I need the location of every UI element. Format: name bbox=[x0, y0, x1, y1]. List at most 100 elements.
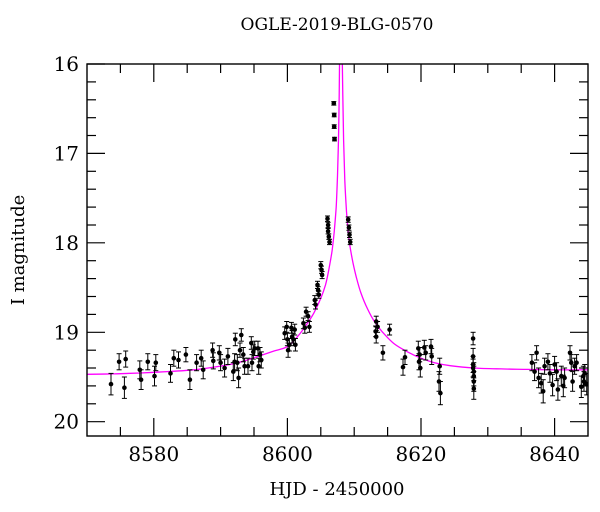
x-tick-label: 8620 bbox=[396, 442, 447, 466]
y-axis-label: I magnitude bbox=[8, 195, 29, 306]
data-point-marker bbox=[567, 350, 573, 356]
data-point bbox=[236, 367, 242, 389]
data-point bbox=[232, 332, 238, 347]
data-point-marker bbox=[153, 360, 159, 366]
data-point-marker bbox=[245, 363, 251, 369]
data-point-marker bbox=[471, 386, 477, 391]
data-point bbox=[572, 357, 578, 375]
data-point-marker bbox=[325, 216, 330, 221]
data-point-marker bbox=[584, 381, 588, 387]
data-point bbox=[417, 358, 423, 378]
data-point bbox=[325, 215, 330, 222]
data-point-marker bbox=[538, 380, 544, 386]
y-tick-label: 20 bbox=[54, 410, 79, 434]
data-point-marker bbox=[252, 346, 257, 351]
data-point-marker bbox=[540, 389, 546, 394]
data-point bbox=[200, 360, 206, 380]
data-point-marker bbox=[211, 358, 216, 364]
data-point-marker bbox=[346, 225, 352, 230]
data-point-marker bbox=[305, 313, 311, 319]
data-point-marker bbox=[256, 363, 262, 369]
data-point-marker bbox=[325, 222, 331, 228]
data-point bbox=[562, 367, 568, 389]
chart-title: OGLE-2019-BLG-0570 bbox=[241, 15, 434, 35]
data-point-marker bbox=[555, 387, 561, 392]
data-point bbox=[540, 379, 546, 404]
data-point-marker bbox=[318, 262, 324, 268]
data-point-marker bbox=[331, 124, 337, 129]
y-tick-label: 17 bbox=[54, 141, 79, 165]
x-axis-label: HJD - 2450000 bbox=[269, 479, 404, 500]
data-point-marker bbox=[534, 350, 539, 356]
data-point bbox=[555, 378, 561, 401]
data-point bbox=[570, 371, 576, 392]
data-point-marker bbox=[218, 360, 223, 366]
y-tick-label: 18 bbox=[54, 231, 79, 255]
data-point bbox=[375, 321, 381, 333]
data-point bbox=[238, 328, 244, 342]
data-point-marker bbox=[176, 357, 181, 363]
data-point-marker bbox=[233, 337, 238, 342]
data-point bbox=[331, 101, 337, 106]
data-point bbox=[429, 347, 435, 365]
data-point bbox=[471, 377, 477, 400]
data-point-marker bbox=[284, 324, 290, 330]
data-point-marker bbox=[123, 356, 128, 362]
data-point bbox=[292, 338, 298, 352]
data-point bbox=[218, 354, 224, 372]
data-point-marker bbox=[347, 239, 353, 245]
data-point-marker bbox=[347, 232, 352, 238]
data-point-marker bbox=[235, 360, 240, 366]
data-point bbox=[470, 331, 476, 346]
data-point-marker bbox=[249, 360, 255, 366]
data-point-marker bbox=[315, 287, 321, 293]
data-point bbox=[402, 349, 408, 365]
data-point-marker bbox=[307, 324, 312, 330]
data-point-marker bbox=[418, 365, 423, 371]
data-point-marker bbox=[380, 350, 386, 356]
data-point bbox=[121, 376, 127, 399]
data-point bbox=[123, 350, 129, 368]
data-point-marker bbox=[331, 101, 337, 106]
data-point bbox=[145, 353, 151, 371]
data-point-marker bbox=[217, 350, 222, 356]
data-point-marker bbox=[116, 359, 122, 365]
data-point bbox=[387, 323, 393, 336]
data-point-marker bbox=[325, 228, 331, 234]
data-point-marker bbox=[241, 352, 246, 357]
data-point bbox=[153, 354, 159, 372]
x-tick-label: 8640 bbox=[529, 442, 580, 466]
data-point-marker bbox=[423, 350, 429, 356]
data-point bbox=[187, 369, 193, 390]
data-point bbox=[222, 358, 228, 378]
data-point-marker bbox=[373, 334, 379, 340]
data-point bbox=[331, 124, 337, 129]
data-point bbox=[152, 365, 157, 387]
data-point-marker bbox=[345, 217, 351, 222]
data-point bbox=[437, 357, 443, 375]
data-point-marker bbox=[152, 373, 157, 379]
data-point-marker bbox=[122, 385, 127, 391]
data-point-marker bbox=[417, 352, 423, 357]
data-point-marker bbox=[562, 375, 567, 381]
data-point bbox=[534, 345, 540, 361]
data-point-marker bbox=[400, 364, 406, 370]
data-point bbox=[284, 321, 290, 333]
data-point-marker bbox=[470, 336, 476, 341]
data-point-marker bbox=[236, 375, 241, 381]
data-point-marker bbox=[108, 381, 114, 387]
data-point bbox=[332, 136, 337, 142]
data-point-marker bbox=[145, 359, 151, 365]
data-point bbox=[542, 357, 548, 375]
data-point-marker bbox=[287, 342, 292, 348]
data-point-marker bbox=[570, 379, 575, 384]
data-point bbox=[237, 342, 243, 358]
data-point bbox=[532, 362, 538, 382]
data-point bbox=[183, 347, 189, 363]
data-point bbox=[437, 381, 443, 406]
data-point-marker bbox=[331, 112, 337, 118]
data-point-marker bbox=[547, 371, 553, 376]
y-tick-label: 16 bbox=[54, 52, 79, 76]
data-point bbox=[292, 323, 298, 336]
data-point-marker bbox=[319, 272, 325, 278]
